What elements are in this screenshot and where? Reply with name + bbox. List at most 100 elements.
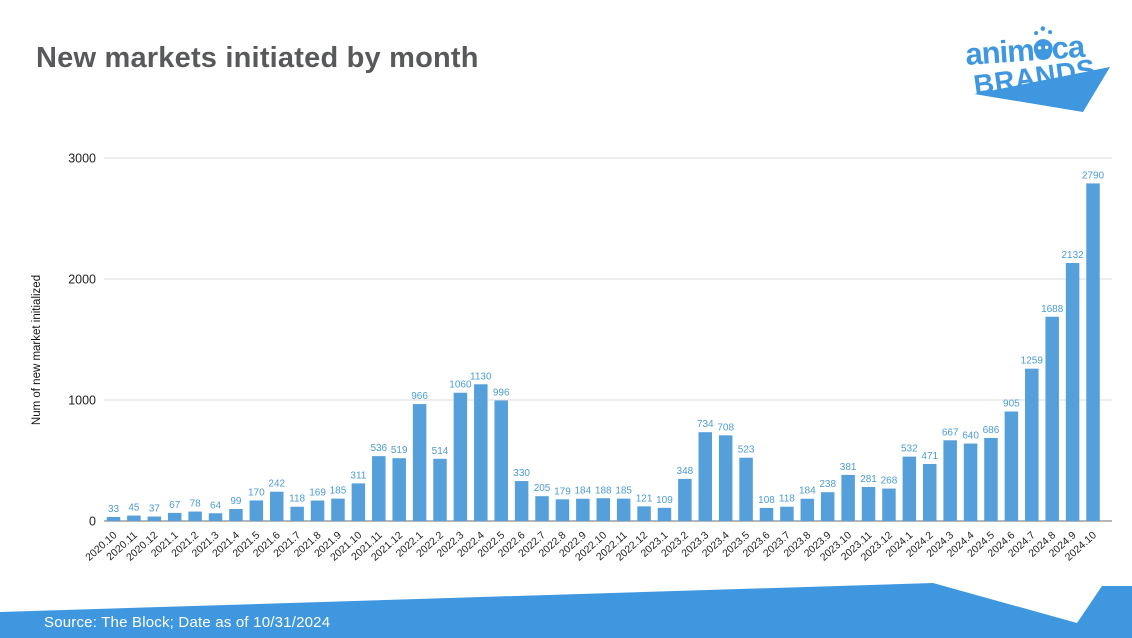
bar-value-label: 268 [881,476,898,487]
bar-value-label: 64 [210,500,222,511]
bar-value-label: 188 [595,485,612,496]
logo-mascot-eye-right [1044,45,1049,50]
bar [923,464,937,521]
bar [678,478,692,521]
bar [412,404,427,521]
bar [372,456,386,521]
bar-value-label: 121 [636,493,653,504]
logo-mascot-antenna-dot [1048,30,1053,35]
bar [1004,411,1019,521]
bar-value-label: 109 [656,495,673,506]
bar [188,511,202,521]
bar-value-label: 179 [554,486,571,497]
bar-value-label: 966 [411,391,428,402]
bar [596,498,610,521]
bar-value-label: 311 [350,470,366,481]
source-note: Source: The Block; Date as of 10/31/2024 [44,614,331,631]
bar [943,440,957,521]
bar [616,498,631,521]
bar-value-label: 37 [149,504,161,515]
bar-value-label: 185 [615,486,632,497]
bar [535,496,549,521]
bar-value-label: 686 [983,425,1000,436]
bar [392,458,406,521]
bar-value-label: 242 [268,479,285,490]
footer-band-shape [0,583,1132,638]
bar [290,506,304,521]
bar-value-label: 532 [901,444,918,455]
bar-value-label: 184 [575,486,592,497]
bar [759,507,774,521]
bar-value-label: 169 [309,488,326,499]
bar [780,506,794,521]
bar-value-label: 45 [128,503,140,514]
bar [147,516,162,521]
bar [1086,183,1100,521]
bar [310,500,325,521]
bar [576,498,590,521]
bar-value-label: 67 [169,500,181,511]
bar [963,443,978,521]
bar [1065,263,1080,521]
bar [637,506,651,521]
bar [984,437,998,521]
footer-band [0,583,1132,638]
bar [208,513,223,521]
bar-value-label: 348 [677,466,694,477]
logo-mascot-eye-left [1037,46,1042,50]
bar-value-label: 2132 [1061,250,1084,261]
bar-value-label: 118 [779,494,795,505]
bar-value-label: 996 [493,387,510,398]
bar-value-label: 99 [230,496,242,507]
bar-value-label: 108 [758,495,775,506]
bar [555,499,570,521]
bar-value-label: 281 [860,474,877,485]
bar [657,507,672,521]
bar [167,512,182,521]
bar [882,488,896,521]
page-title: New markets initiated by month [36,42,479,74]
y-axis-title: Num of new market initialized [31,275,43,425]
bar [106,517,121,521]
bar [514,481,529,521]
bar-value-label: 2790 [1082,170,1105,181]
bar-value-label: 330 [513,468,530,479]
bar-value-label: 184 [799,486,816,497]
bar-value-label: 734 [697,419,714,430]
bar-value-label: 640 [962,431,979,442]
logo-mascot-icon [1033,39,1053,59]
y-tick-label: 2000 [68,273,96,287]
bar [270,491,284,521]
bar-value-label: 205 [534,483,551,494]
bar [127,515,141,521]
bar-value-label: 667 [942,427,959,438]
y-tick-label: 1000 [68,394,96,408]
bar-value-label: 1130 [470,371,492,382]
bar [820,492,835,521]
bar-value-label: 78 [190,499,202,510]
bar [800,498,815,521]
animoca-brands-logo: animoca BRANDS [964,26,1110,112]
logo-wordmark-animoca: animoca [964,29,1087,72]
bar [474,384,488,521]
bar [351,483,366,521]
bar-value-label: 1259 [1021,356,1044,367]
bar-value-label: 1688 [1041,304,1064,315]
bar [249,500,264,521]
logo-mascot-antenna-dot [1040,26,1046,31]
bar [698,432,713,521]
logo-swoosh-shape [974,67,1110,112]
bar [1045,316,1059,521]
bar-value-label: 471 [921,451,938,462]
bar [229,509,243,521]
bar-value-label: 536 [370,443,387,454]
y-tick-label: 0 [89,515,96,529]
bar-value-label: 118 [289,494,305,505]
bar-value-label: 708 [717,422,734,433]
bar-value-label: 523 [738,445,755,456]
bar [841,474,855,521]
bar [861,486,876,521]
bar [453,392,468,521]
